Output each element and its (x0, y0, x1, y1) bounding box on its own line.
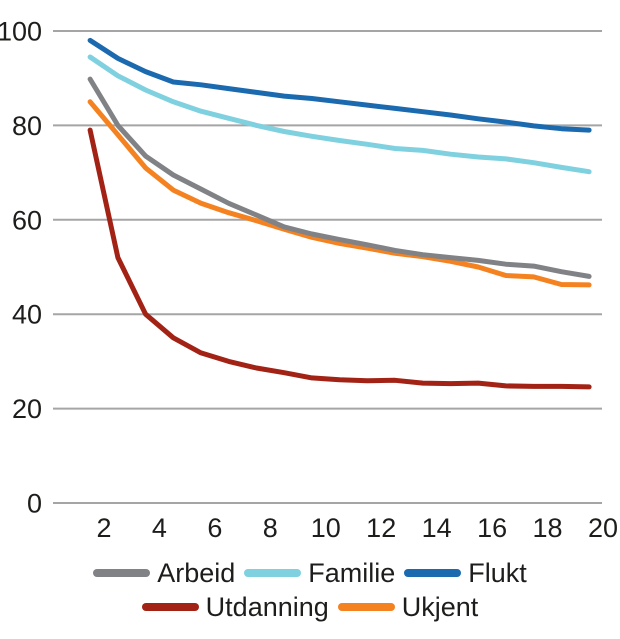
x-axis-tick-label-12: 12 (366, 513, 396, 543)
chart-legend: Arbeid Familie Flukt Utdanning Ukjent (0, 557, 620, 623)
utdanning-line-swatch-icon (141, 603, 199, 611)
x-axis-tick-label-16: 16 (477, 513, 507, 543)
series-line-flukt (87, 37, 592, 133)
legend-item-ukjent: Ukjent (337, 591, 479, 622)
x-axis-tick-label-20: 20 (588, 513, 618, 543)
legend-item-familie: Familie (244, 557, 396, 588)
legend-item-flukt: Flukt (404, 557, 527, 588)
y-axis-tick-label-40: 40 (12, 300, 42, 330)
familie-line-swatch-icon (244, 569, 302, 577)
legend-label-flukt: Flukt (468, 557, 527, 588)
x-axis-tick-label-2: 2 (96, 513, 111, 543)
series-line-utdanning (87, 127, 592, 390)
legend-row-1: Arbeid Familie Flukt (0, 557, 620, 589)
legend-item-utdanning: Utdanning (141, 591, 329, 622)
x-axis-tick-label-10: 10 (311, 513, 341, 543)
y-axis-tick-label-80: 80 (12, 111, 42, 141)
plot-area: 0 20 40 60 80 100 2 4 6 8 10 12 14 16 18 20 (0, 17, 618, 544)
series-line-familie (87, 54, 592, 175)
x-axis-tick-label-4: 4 (152, 513, 167, 543)
y-axis-tick-label-20: 20 (12, 394, 42, 424)
legend-label-arbeid: Arbeid (157, 557, 236, 588)
legend-label-utdanning: Utdanning (205, 591, 329, 622)
x-axis-tick-label-8: 8 (263, 513, 278, 543)
series-line-arbeid (87, 76, 592, 279)
y-axis-tick-label-0: 0 (27, 489, 42, 519)
x-axis-tick-label-14: 14 (422, 513, 452, 543)
x-axis-tick-label-18: 18 (532, 513, 562, 543)
y-axis-tick-label-100: 100 (0, 17, 42, 47)
ukjent-line-swatch-icon (337, 603, 395, 611)
legend-item-arbeid: Arbeid (93, 557, 236, 588)
legend-row-2: Utdanning Ukjent (0, 591, 620, 623)
series-line-ukjent (87, 99, 592, 288)
y-axis-tick-label-60: 60 (12, 205, 42, 235)
legend-label-ukjent: Ukjent (401, 591, 479, 622)
legend-label-familie: Familie (308, 557, 396, 588)
x-axis-tick-label-6: 6 (207, 513, 222, 543)
arbeid-line-swatch-icon (93, 569, 151, 577)
flukt-line-swatch-icon (404, 569, 462, 577)
